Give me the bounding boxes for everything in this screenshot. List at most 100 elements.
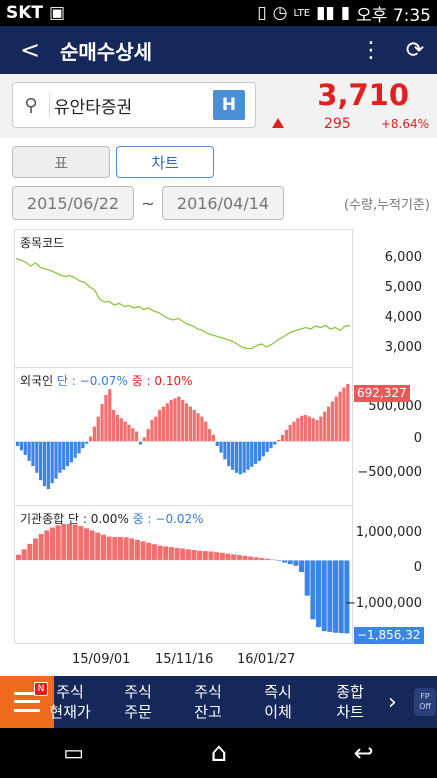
- foreign-bar: [323, 411, 327, 442]
- foreign-bar: [158, 409, 162, 442]
- nav-instant-transfer[interactable]: 즉시 이체: [264, 683, 292, 721]
- institution-bar: [270, 559, 276, 561]
- institution-bar: [168, 547, 174, 561]
- foreign-bar: [73, 441, 77, 458]
- foreign-mid-prefix: 중 :: [131, 374, 155, 388]
- foreign-bar: [81, 441, 85, 449]
- institution-bar: [236, 555, 242, 561]
- status-bar: SKT ▣ ▯ ◷ LTE ▮▮ ▮ 오후 7:35: [0, 0, 437, 26]
- search-icon: ⚲: [24, 94, 38, 116]
- recent-apps-icon[interactable]: ▭: [63, 740, 85, 766]
- institution-bar: [100, 534, 106, 561]
- tab-chart[interactable]: 차트: [116, 146, 214, 178]
- foreign-bar: [265, 441, 269, 452]
- foreign-bar: [46, 441, 50, 490]
- institution-mid-value: −0.02%: [155, 512, 204, 526]
- back-button[interactable]: <: [0, 36, 60, 64]
- foreign-bar: [115, 414, 120, 442]
- nav-stock-order[interactable]: 주식 주문: [124, 683, 152, 721]
- fp-off-toggle[interactable]: FP Off: [414, 688, 436, 716]
- refresh-button[interactable]: ⟳: [393, 38, 437, 63]
- menu-button[interactable]: N: [0, 676, 54, 728]
- h-button[interactable]: H: [213, 90, 245, 120]
- more-menu-button[interactable]: ⋮: [349, 38, 393, 63]
- chart-panel-frame: [14, 229, 353, 368]
- foreign-bar: [338, 391, 342, 442]
- tab-table[interactable]: 표: [12, 146, 110, 178]
- back-system-icon[interactable]: ↩: [353, 739, 374, 767]
- foreign-bar: [27, 441, 31, 461]
- foreign-bar: [254, 441, 258, 464]
- foreign-bar: [154, 416, 158, 442]
- foreign-bar: [77, 441, 81, 454]
- foreign-bar: [215, 441, 219, 446]
- start-date-field[interactable]: 2015/06/22: [12, 186, 134, 220]
- y-tick-label: 0: [413, 431, 422, 446]
- institution-bar: [89, 530, 95, 561]
- foreign-bar: [330, 401, 335, 442]
- lte-label: LTE: [293, 7, 311, 19]
- foreign-bar: [65, 441, 70, 467]
- foreign-bar: [177, 396, 181, 442]
- basis-label: (수량,누적기준): [343, 197, 430, 213]
- refresh-icon: ⟳: [405, 37, 425, 63]
- institution-short-prefix: 단 :: [68, 512, 91, 526]
- foreign-bar: [173, 398, 177, 442]
- institution-panel-title: 기관종합 단 : 0.00% 중 : −0.02%: [20, 510, 204, 527]
- panel-title-foreign: 외국인: [20, 374, 54, 388]
- foreign-bar: [181, 399, 185, 442]
- institution-bar: [265, 558, 271, 561]
- stock-name: 유안타증권: [49, 92, 213, 118]
- institution-bar: [32, 538, 39, 561]
- institution-short-value: 0.00%: [90, 512, 129, 526]
- foreign-bar: [307, 416, 312, 442]
- foreign-bar: [284, 429, 288, 442]
- foreign-bar: [334, 396, 338, 442]
- chart-panel-frame: [14, 505, 353, 644]
- institution-bar: [117, 536, 123, 561]
- stock-search-field[interactable]: ⚲ 유안타증권 H: [12, 82, 256, 128]
- chevron-right-icon[interactable]: ›: [388, 690, 397, 715]
- institution-bar: [253, 557, 259, 561]
- x-tick-label: 15/11/16: [155, 652, 214, 667]
- institution-bar: [282, 560, 288, 563]
- foreign-bar: [16, 441, 20, 446]
- foreign-bar: [288, 424, 292, 442]
- foreign-bar: [211, 434, 216, 442]
- foreign-bar: [207, 429, 212, 442]
- foreign-bar: [92, 426, 97, 442]
- app-bar: < 순매수상세 ⋮ ⟳: [0, 26, 437, 74]
- institution-bar: [134, 539, 140, 561]
- foreign-bar: [169, 399, 173, 442]
- foreign-bar: [246, 441, 250, 470]
- foreign-bar: [192, 409, 196, 442]
- home-icon[interactable]: ⌂: [210, 738, 228, 768]
- foreign-bar: [123, 421, 127, 442]
- foreign-bar: [227, 441, 231, 467]
- foreign-bar: [296, 418, 300, 442]
- date-range: 2015/06/22 ~ 2016/04/14 (수량,누적기준): [12, 186, 430, 220]
- foreign-bar: [54, 441, 58, 479]
- foreign-bar: [261, 441, 265, 457]
- institution-bar: [140, 541, 146, 561]
- back-icon: <: [19, 36, 41, 64]
- institution-bar: [287, 560, 293, 565]
- nav-stock-price[interactable]: 주식 현재가: [49, 683, 91, 721]
- battery-icon: ▮: [340, 3, 351, 23]
- foreign-bar: [196, 413, 200, 442]
- y-tick-label: 4,000: [384, 310, 422, 325]
- foreign-bar: [127, 424, 131, 442]
- nav-combined-chart[interactable]: 종합 차트: [336, 683, 364, 721]
- price-line: [15, 257, 351, 350]
- nav-stock-balance[interactable]: 주식 잔고: [194, 683, 222, 721]
- foreign-bar: [165, 403, 169, 442]
- foreign-bar: [85, 441, 89, 444]
- end-date-field[interactable]: 2016/04/14: [162, 186, 284, 220]
- institution-bar: [95, 532, 101, 561]
- foreign-bar: [100, 404, 104, 442]
- up-arrow-icon: [272, 118, 284, 128]
- institution-bar: [123, 537, 129, 561]
- date-separator: ~: [141, 193, 155, 213]
- institution-bar: [78, 526, 84, 561]
- institution-bar: [185, 549, 191, 561]
